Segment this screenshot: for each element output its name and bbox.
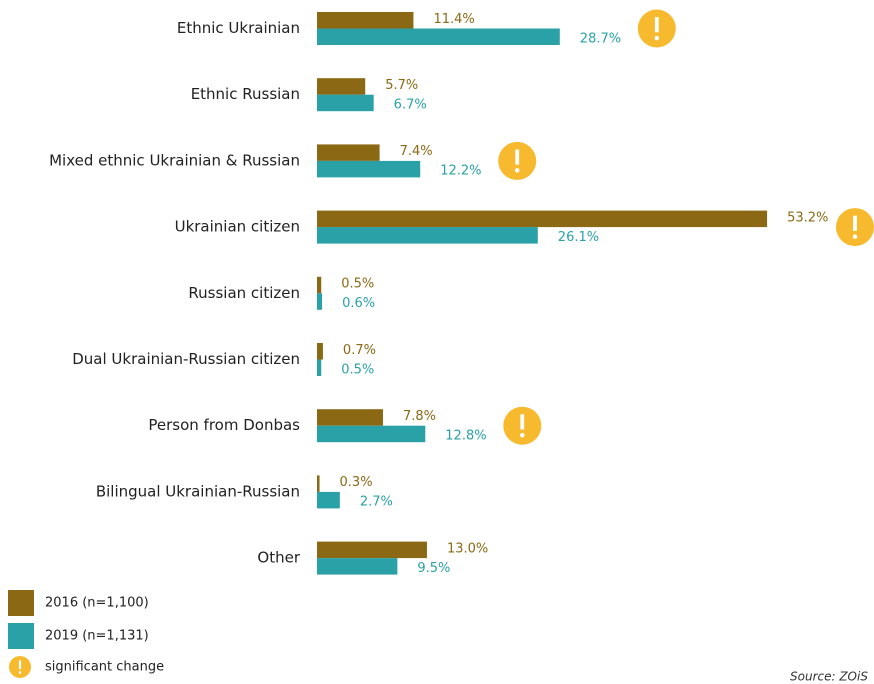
category-label: Ukrainian citizen xyxy=(175,218,300,236)
category-label: Russian citizen xyxy=(188,284,300,302)
legend-swatch xyxy=(8,590,34,616)
bar xyxy=(317,28,560,45)
category-label: Bilingual Ukrainian-Russian xyxy=(96,482,300,500)
value-label: 0.6% xyxy=(342,296,375,311)
significant-marker-stroke xyxy=(853,215,857,231)
value-label: 11.4% xyxy=(433,12,474,27)
bar xyxy=(317,409,383,426)
bar xyxy=(317,94,374,112)
value-label: 26.1% xyxy=(558,230,599,245)
source: Source: ZOiS xyxy=(790,670,868,684)
value-label: 28.7% xyxy=(580,31,621,46)
value-label: 9.5% xyxy=(417,561,450,576)
bar xyxy=(317,78,366,95)
bar xyxy=(317,541,427,559)
value-label: 0.5% xyxy=(341,277,374,292)
bar xyxy=(317,558,398,575)
bar xyxy=(317,491,340,509)
bar xyxy=(317,227,538,244)
category-label: Person from Donbas xyxy=(148,416,300,434)
value-label: 0.5% xyxy=(341,362,374,377)
significant-marker-dot xyxy=(852,234,858,239)
significant-marker-dot xyxy=(654,35,660,41)
legend-label: significant change xyxy=(45,660,164,675)
category-label: Ethnic Russian xyxy=(191,85,300,103)
value-label: 12.8% xyxy=(445,428,486,443)
bar xyxy=(317,210,768,228)
bar xyxy=(317,293,323,310)
legend-marker-dot xyxy=(18,671,22,674)
category-label: Mixed ethnic Ukrainian & Russian xyxy=(49,151,300,169)
bar xyxy=(317,144,380,161)
bar xyxy=(317,12,414,29)
category-label: Ethnic Ukrainian xyxy=(177,19,300,37)
bar xyxy=(317,425,426,443)
value-label: 12.2% xyxy=(440,164,481,179)
bar xyxy=(317,359,322,376)
value-label: 6.7% xyxy=(394,97,427,112)
bar xyxy=(317,475,320,492)
bar xyxy=(317,160,421,178)
significant-marker-stroke xyxy=(654,17,659,33)
significant-marker-dot xyxy=(520,432,525,438)
value-label: 53.2% xyxy=(787,210,828,225)
value-label: 13.0% xyxy=(447,541,488,556)
value-label: 0.7% xyxy=(343,343,376,358)
significant-marker-dot xyxy=(514,168,520,173)
bar xyxy=(317,343,323,360)
legend-label: 2016 (n=1,100) xyxy=(45,596,149,611)
value-label: 7.8% xyxy=(403,409,436,424)
category-label: Other xyxy=(257,549,300,567)
value-label: 7.4% xyxy=(400,144,433,159)
legend-swatch xyxy=(8,623,34,649)
value-label: 5.7% xyxy=(385,78,418,93)
category-label: Dual Ukrainian-Russian citizen xyxy=(72,350,300,368)
value-label: 2.7% xyxy=(360,495,393,510)
legend-marker-stroke xyxy=(18,660,22,670)
legend-label: 2019 (n=1,131) xyxy=(45,629,149,644)
significant-marker-stroke xyxy=(515,149,520,165)
significant-marker-stroke xyxy=(520,414,525,430)
bar xyxy=(317,276,322,294)
value-label: 0.3% xyxy=(340,475,373,490)
